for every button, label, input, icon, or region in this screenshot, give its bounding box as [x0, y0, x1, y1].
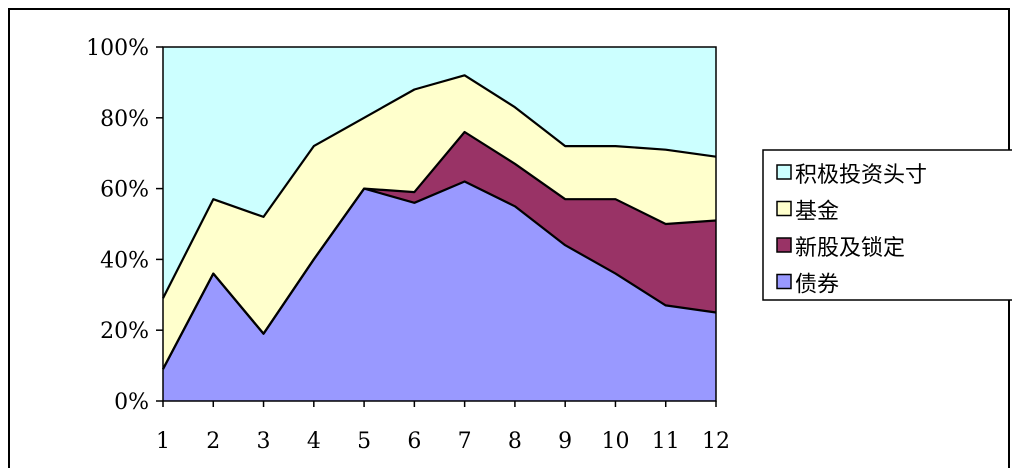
area-series-0	[163, 181, 716, 401]
x-tick-label: 3	[257, 429, 271, 454]
x-tick-label: 8	[508, 429, 522, 454]
x-tick-label: 1	[156, 429, 170, 454]
legend-swatch	[776, 200, 792, 217]
plot-area	[162, 46, 717, 402]
area-series-2	[163, 75, 716, 370]
legend-label: 债券	[795, 273, 839, 298]
y-axis: 0% 20% 40% 60% 80% 100%	[86, 36, 163, 415]
y-tick-label: 40%	[100, 248, 149, 273]
area-series-3	[163, 47, 716, 299]
legend-box	[762, 149, 1012, 301]
x-tick-label: 12	[702, 429, 730, 454]
x-tick-label: 6	[407, 429, 421, 454]
x-tick-label: 5	[357, 429, 371, 454]
y-tick-label: 20%	[100, 319, 149, 344]
x-tick-label: 7	[458, 429, 472, 454]
x-tick-label: 9	[558, 429, 572, 454]
area-series-1	[163, 132, 716, 370]
legend-swatch	[776, 164, 792, 180]
series-line-1	[162, 130, 717, 370]
legend-label: 基金	[795, 200, 839, 225]
y-tick-label: 60%	[100, 178, 149, 203]
x-tick-label: 10	[601, 429, 629, 454]
plot-frame	[162, 46, 717, 402]
y-tick-label: 100%	[86, 36, 149, 61]
y-tick-label: 80%	[100, 107, 149, 132]
legend-swatch	[776, 237, 792, 253]
y-tick-label: 0%	[114, 390, 149, 415]
legend-label: 积极投资头寸	[795, 163, 927, 188]
x-tick-label: 11	[652, 429, 680, 454]
x-tick-label: 2	[206, 429, 220, 454]
series-line-2	[162, 74, 717, 299]
legend-label: 新股及锁定	[795, 236, 905, 261]
x-axis: 1 2 3 4 5 6 7 8 9 10 11 12	[156, 401, 730, 454]
legend-swatch	[776, 273, 792, 290]
x-tick-label: 4	[307, 429, 321, 454]
